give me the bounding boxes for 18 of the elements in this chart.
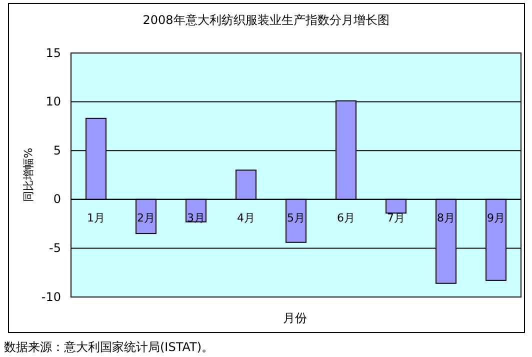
chart-title: 2008年意大利纺织服装业生产指数分月增长图 — [142, 13, 390, 27]
x-tick-label: 1月 — [87, 211, 105, 224]
x-tick-label: 9月 — [487, 211, 505, 224]
source-note: 数据来源：意大利国家统计局(ISTAT)。 — [4, 340, 214, 354]
x-tick-label: 2月 — [137, 211, 155, 224]
x-axis-title: 月份 — [283, 311, 307, 325]
x-tick-label: 4月 — [237, 211, 255, 224]
x-tick-label: 6月 — [337, 211, 355, 224]
y-tick-label: -10 — [41, 290, 61, 304]
x-tick-label: 5月 — [287, 211, 305, 224]
y-tick-label: 15 — [46, 46, 61, 60]
y-tick-label: -5 — [49, 241, 61, 256]
y-tick-label: 5 — [53, 143, 61, 158]
y-axis-title: 同比增幅% — [22, 148, 35, 202]
x-tick-label: 3月 — [187, 211, 205, 224]
y-tick-label: 0 — [53, 192, 61, 206]
x-tick-label: 8月 — [437, 211, 455, 224]
y-tick-label: 10 — [46, 94, 61, 109]
